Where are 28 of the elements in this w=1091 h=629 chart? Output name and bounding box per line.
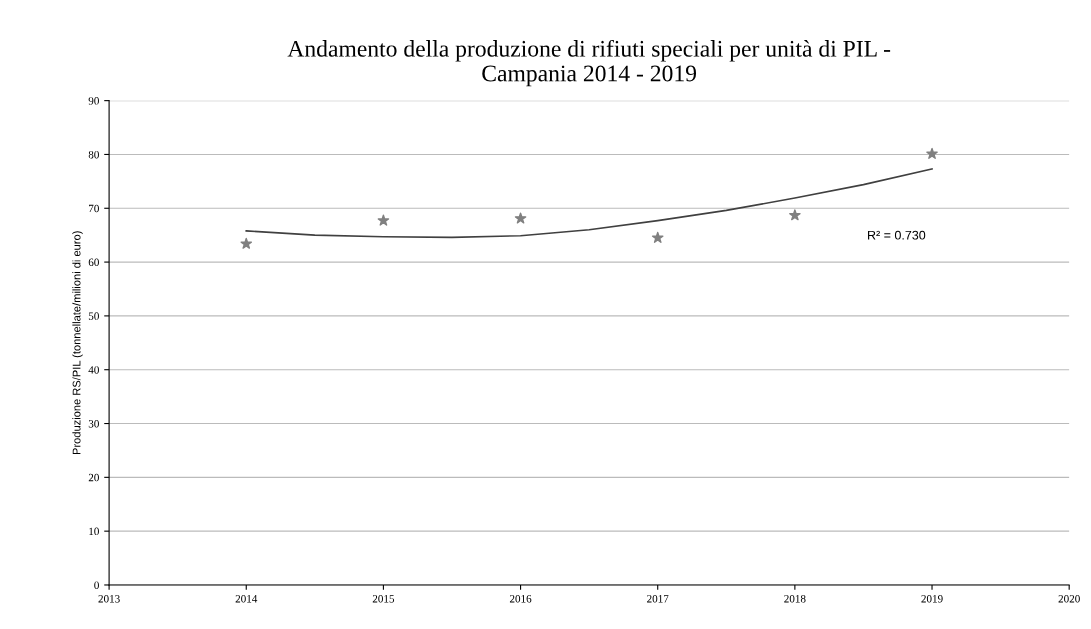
x-tick-label: 2016 [509, 595, 532, 603]
y-tick-label: 70 [89, 204, 99, 213]
y-tick-label: 80 [88, 150, 99, 159]
point [377, 214, 390, 226]
point [789, 209, 801, 221]
y-tick-label: 10 [89, 527, 99, 536]
y-tick-label: 0 [94, 581, 99, 589]
y-tick-label: 40 [88, 366, 99, 374]
line-series [245, 168, 933, 239]
annotation: R² = 0.730 [868, 230, 926, 240]
y-axis-title: Produzione RS/PIL (tonnellate/milioni di euro) [72, 231, 83, 455]
y-tick-label: 20 [88, 473, 99, 482]
y-tick-label: 60 [88, 258, 99, 267]
point [240, 237, 253, 249]
point [514, 212, 527, 224]
y-tick-label: 50 [88, 312, 99, 320]
y-tick-label: 90 [88, 97, 99, 105]
point [926, 147, 938, 159]
x-tick-label: 2015 [372, 595, 395, 603]
point [651, 231, 664, 243]
x-tick-label: 2017 [647, 595, 669, 603]
x-tick-label: 2013 [98, 595, 120, 603]
x-tick-label: 2014 [235, 595, 258, 603]
y-tick-label: 30 [88, 419, 99, 428]
x-tick-label: 2018 [784, 595, 806, 603]
chart-title: Andamento della produzione di rifiuti speciali per unità di PIL - Campania 2014 - 2019 [287, 39, 891, 87]
x-tick-label: 2019 [921, 595, 943, 603]
x-tick-label: 2020 [1058, 595, 1080, 603]
